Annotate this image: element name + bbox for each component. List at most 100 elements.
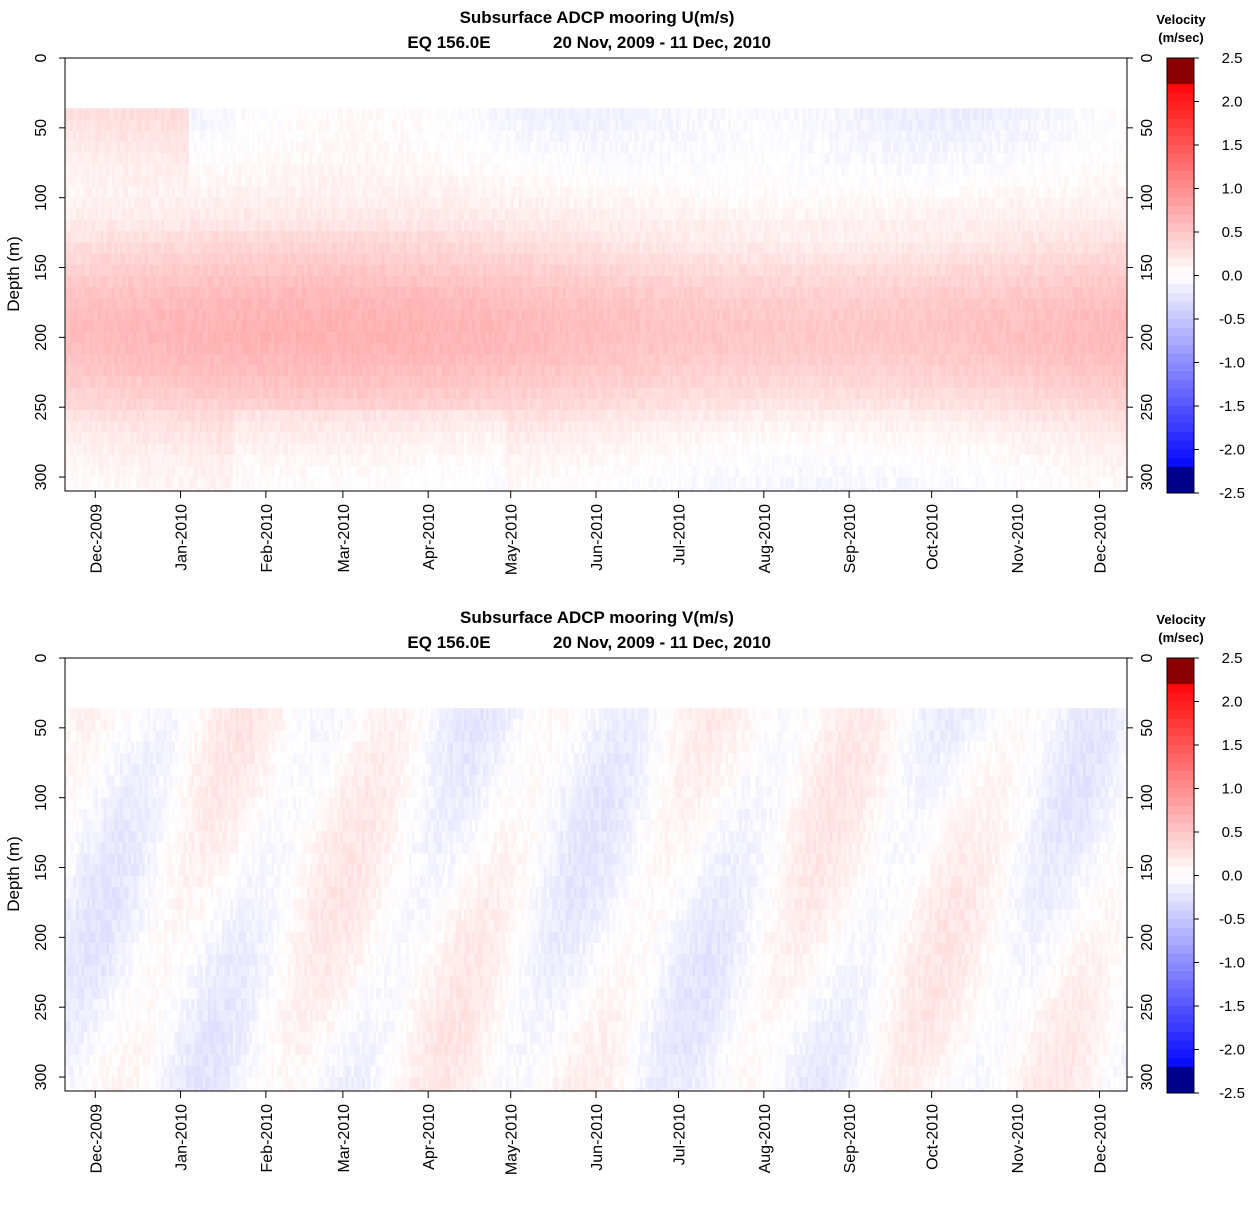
- heatmap-cell: [392, 242, 396, 254]
- heatmap-cell: [208, 242, 212, 254]
- heatmap-cell: [67, 454, 71, 467]
- heatmap-cell: [227, 231, 231, 243]
- heatmap-cell: [400, 320, 404, 333]
- heatmap-cell: [133, 231, 137, 243]
- heatmap-cell: [232, 477, 236, 489]
- heatmap-cell: [175, 220, 179, 232]
- heatmap-cell: [348, 186, 352, 199]
- heatmap-cell: [230, 409, 234, 422]
- heatmap-cell: [274, 152, 278, 165]
- heatmap-cell: [84, 421, 88, 433]
- heatmap-cell: [362, 220, 366, 232]
- heatmap-cell: [238, 331, 242, 344]
- heatmap-cell: [114, 354, 118, 366]
- heatmap-cell: [232, 443, 236, 456]
- heatmap-cell: [441, 141, 446, 154]
- heatmap-cell: [293, 309, 297, 321]
- heatmap-cell: [153, 253, 157, 266]
- heatmap-cell: [131, 365, 135, 377]
- heatmap-cell: [98, 376, 102, 389]
- heatmap-cell: [197, 264, 201, 277]
- heatmap-cell: [340, 242, 344, 254]
- heatmap-cell: [444, 164, 448, 176]
- heatmap-cell: [139, 443, 143, 456]
- heatmap-cell: [161, 242, 165, 254]
- heatmap-cell: [254, 298, 258, 310]
- heatmap-cell: [158, 108, 162, 120]
- heatmap-cell: [194, 409, 198, 422]
- heatmap-cell: [210, 220, 214, 232]
- heatmap-cell: [378, 354, 382, 366]
- heatmap-cell: [301, 264, 305, 277]
- heatmap-cell: [419, 309, 424, 321]
- heatmap-cell: [180, 342, 184, 355]
- heatmap-cell: [186, 130, 190, 143]
- heatmap-cell: [227, 432, 231, 444]
- heatmap-cell: [312, 365, 316, 377]
- heatmap-cell: [199, 242, 203, 254]
- heatmap-cell: [175, 130, 179, 143]
- heatmap-cell: [199, 130, 203, 143]
- heatmap-cell: [164, 298, 168, 310]
- heatmap-cell: [98, 208, 102, 221]
- heatmap-cell: [326, 342, 330, 355]
- heatmap-cell: [188, 320, 192, 333]
- heatmap-cell: [144, 130, 148, 143]
- heatmap-cell: [117, 242, 121, 254]
- heatmap-cell: [331, 164, 336, 176]
- heatmap-cell: [395, 320, 399, 333]
- heatmap-cell: [213, 443, 217, 456]
- heatmap-cell: [128, 443, 132, 456]
- heatmap-cell: [169, 320, 173, 333]
- heatmap-cell: [213, 108, 217, 120]
- heatmap-cell: [106, 398, 110, 411]
- heatmap-cell: [386, 242, 391, 254]
- heatmap-cell: [117, 253, 121, 266]
- heatmap-cell: [111, 130, 115, 143]
- heatmap-cell: [208, 365, 212, 377]
- heatmap-cell: [359, 488, 363, 492]
- heatmap-cell: [221, 208, 225, 221]
- heatmap-cell: [257, 175, 261, 187]
- heatmap-cell: [166, 320, 170, 333]
- heatmap-cell: [224, 231, 228, 243]
- heatmap-cell: [279, 242, 283, 254]
- heatmap-cell: [406, 287, 410, 299]
- heatmap-cell: [230, 275, 234, 288]
- heatmap-cell: [406, 253, 410, 266]
- heatmap-cell: [342, 164, 347, 176]
- heatmap-cell: [329, 398, 333, 411]
- heatmap-cell: [362, 264, 366, 277]
- heatmap-cell: [232, 376, 236, 389]
- heatmap-cell: [120, 465, 124, 478]
- heatmap-cell: [243, 376, 247, 389]
- heatmap-cell: [384, 387, 388, 400]
- heatmap-cell: [205, 175, 209, 187]
- heatmap-cell: [348, 365, 352, 377]
- heatmap-cell: [447, 287, 451, 299]
- heatmap-cell: [147, 253, 151, 266]
- heatmap-cell: [65, 242, 69, 254]
- heatmap-cell: [122, 488, 126, 492]
- heatmap-cell: [153, 365, 157, 377]
- heatmap-cell: [452, 331, 457, 344]
- heatmap-cell: [359, 376, 363, 389]
- heatmap-cell: [122, 175, 126, 187]
- heatmap-cell: [194, 264, 198, 277]
- heatmap-cell: [276, 287, 280, 299]
- heatmap-cell: [136, 197, 140, 210]
- heatmap-cell: [100, 108, 104, 120]
- heatmap-cell: [205, 220, 209, 232]
- heatmap-cell: [290, 298, 294, 310]
- heatmap-cell: [419, 465, 424, 478]
- heatmap-cell: [164, 197, 168, 210]
- heatmap-cell: [122, 242, 126, 254]
- heatmap-cell: [265, 287, 269, 299]
- heatmap-cell: [216, 477, 220, 489]
- heatmap-cell: [430, 387, 435, 400]
- heatmap-cell: [89, 186, 93, 199]
- heatmap-cell: [186, 186, 190, 199]
- heatmap-cell: [109, 309, 113, 321]
- heatmap-cell: [238, 108, 242, 120]
- heatmap-cell: [268, 376, 272, 389]
